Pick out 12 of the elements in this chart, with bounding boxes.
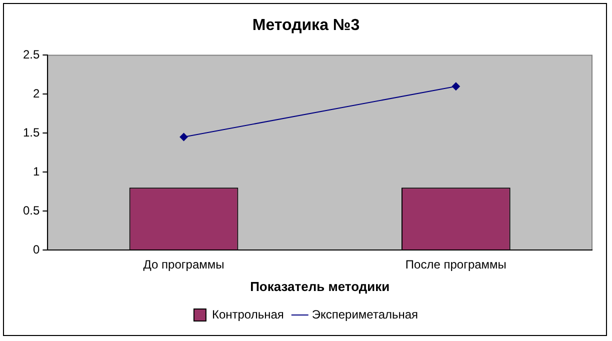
legend-label: Контрольная [212, 307, 284, 322]
x-axis-title: Показатель методики [250, 278, 390, 294]
x-tick-label: После программы [405, 258, 506, 272]
legend-label: Экспериметальная [312, 307, 418, 322]
y-tick-label: 1.5 [22, 125, 40, 140]
x-tick-label: До программы [143, 258, 224, 272]
y-tick-label: 0.5 [22, 203, 40, 218]
y-tick-label: 2.5 [22, 48, 40, 62]
y-tick-label: 1 [32, 164, 40, 178]
y-tick-label: 0 [32, 242, 40, 256]
chart-title: Методика №3 [252, 17, 360, 34]
y-tick-label: 2 [32, 86, 40, 100]
